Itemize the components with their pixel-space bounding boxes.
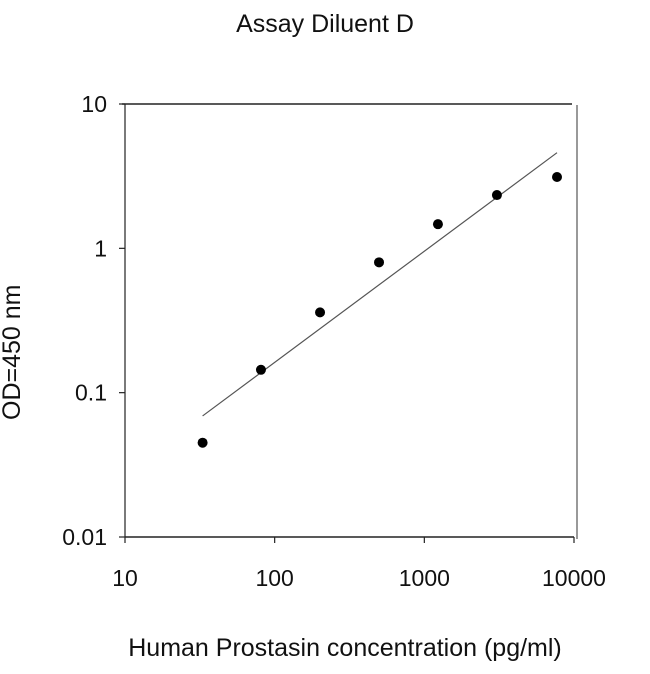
data-point: [552, 172, 563, 183]
data-point: [255, 364, 266, 375]
chart-title: Assay Diluent D: [236, 10, 414, 38]
fit-line: [202, 152, 558, 417]
x-tick-label: 1000: [399, 565, 450, 591]
y-tick-label: 1: [94, 235, 107, 261]
x-tick-label: 10: [112, 565, 138, 591]
y-tick-label: 0.01: [62, 524, 107, 550]
y-tick-label: 0.1: [75, 380, 107, 406]
data-point: [491, 190, 502, 201]
x-tick-label: 10000: [542, 565, 606, 591]
data-point: [432, 219, 443, 230]
data-point: [374, 257, 385, 268]
x-tick-label: 100: [255, 565, 293, 591]
x-axis-label: Human Prostasin concentration (pg/ml): [128, 634, 562, 662]
y-tick-label: 10: [81, 91, 107, 117]
data-point: [315, 307, 326, 318]
y-axis-label: OD=450 nm: [0, 284, 26, 421]
data-point: [197, 437, 208, 448]
